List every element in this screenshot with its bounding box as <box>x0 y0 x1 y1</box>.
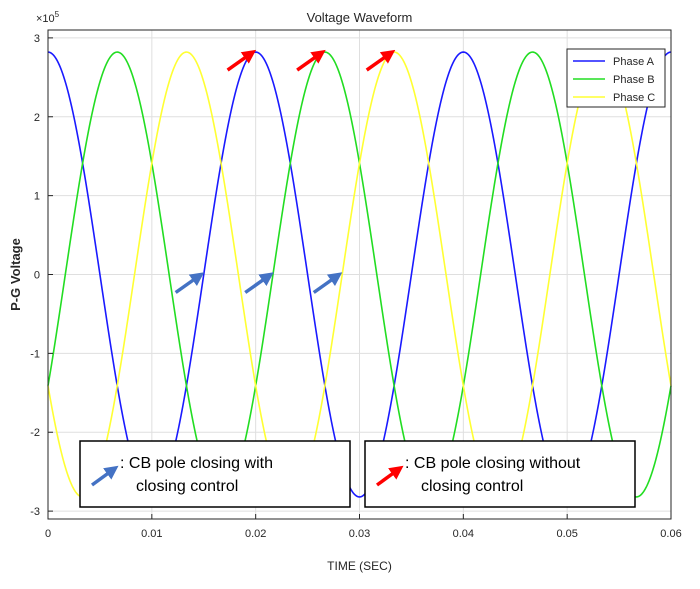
x-tick-label: 0.05 <box>556 528 577 540</box>
legend: Phase A Phase B Phase C <box>566 48 666 108</box>
x-axis-label: TIME (SEC) <box>327 559 392 573</box>
legend-entry: Phase A <box>613 56 655 68</box>
y-exponent-power: 5 <box>55 10 60 19</box>
x-tick-label: 0.03 <box>349 528 370 540</box>
legend-entry: Phase B <box>613 74 655 86</box>
x-tick-label: 0.02 <box>245 528 266 540</box>
red-arrow <box>365 49 396 72</box>
annotation-box-line1: : CB pole closing without <box>405 455 581 472</box>
x-tick-label: 0 <box>45 528 51 540</box>
annotation-layer: : CB pole closing with closing control : C… <box>79 49 636 508</box>
series-line-phase-c <box>47 51 672 498</box>
annotation-box-line1: : CB pole closing with <box>120 455 273 472</box>
y-tick-label: 0 <box>34 270 40 282</box>
y-exponent-base: ×10 <box>36 13 55 25</box>
x-tick-label: 0.04 <box>453 528 474 540</box>
annotation-box-arrow <box>90 465 119 487</box>
blue-arrow <box>174 272 205 294</box>
y-tick-label: 3 <box>34 33 40 45</box>
x-tick-label: 0.01 <box>141 528 162 540</box>
annotation-box-arrow <box>375 465 404 487</box>
grid-layer <box>47 30 672 519</box>
legend-entry: Phase C <box>613 92 655 104</box>
annotation-box <box>364 440 636 508</box>
y-tick-label: 1 <box>34 191 40 203</box>
annotation-box <box>79 440 351 508</box>
y-tick-label: -1 <box>30 348 40 360</box>
x-tick-label: 0.06 <box>660 528 681 540</box>
tick-layer: 0 0.01 0.02 0.03 0.04 0.05 0.06 -3 -2 -1 0 1 2 3 <box>30 33 681 540</box>
y-axis-exponent: ×105 <box>36 10 60 25</box>
blue-arrow <box>244 272 274 294</box>
annotation-box-line2: closing control <box>136 478 238 495</box>
y-tick-label: -3 <box>30 506 40 518</box>
y-tick-label: 2 <box>34 112 40 124</box>
annotation-box-line2: closing control <box>421 478 523 495</box>
blue-arrow <box>312 272 343 294</box>
red-arrow <box>226 49 257 72</box>
chart-title: Voltage Waveform <box>307 10 413 25</box>
red-arrow <box>296 49 326 72</box>
y-tick-label: -2 <box>30 427 40 439</box>
y-axis-label: P-G Voltage <box>8 238 23 311</box>
